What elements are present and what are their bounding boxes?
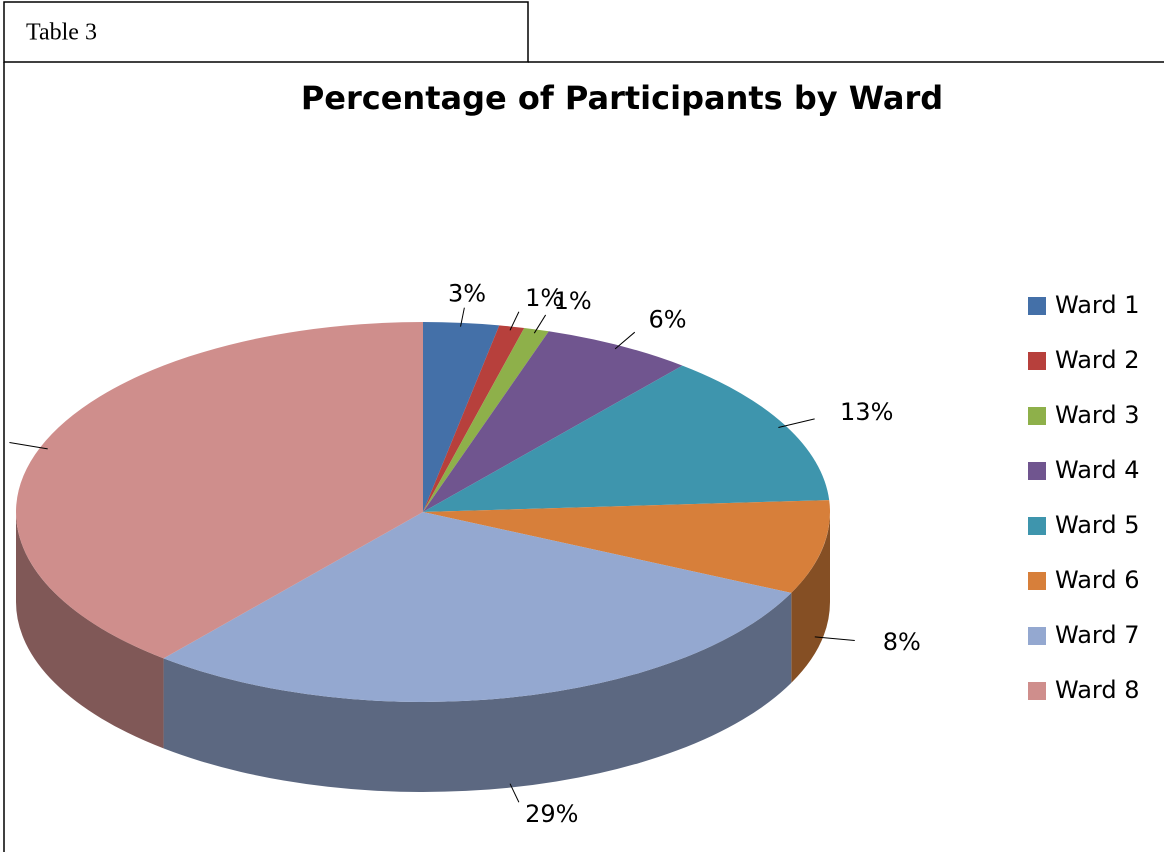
- label-box: [3, 1, 529, 63]
- legend-swatch: [1028, 297, 1046, 315]
- pie-slice: [423, 327, 549, 512]
- table-label: Table 3: [26, 20, 97, 46]
- legend-label: Ward 2: [1055, 346, 1139, 374]
- pie-slice: [423, 331, 683, 512]
- pie-slice: [15, 322, 424, 659]
- legend-label: Ward 3: [1055, 401, 1139, 429]
- legend-label: Ward 6: [1055, 566, 1139, 594]
- leader-line: [509, 783, 520, 803]
- data-label: 1%: [525, 284, 563, 312]
- data-label: 6%: [648, 306, 686, 334]
- data-label: 3%: [448, 279, 486, 307]
- pie-side: [16, 512, 164, 749]
- data-label: 8%: [883, 628, 921, 656]
- chart-title: Percentage of Participants by Ward: [301, 79, 943, 117]
- legend-swatch: [1028, 407, 1046, 425]
- pie-side: [791, 512, 830, 683]
- pie-slice: [163, 512, 792, 702]
- data-label: 13%: [840, 398, 893, 426]
- legend-label: Ward 8: [1055, 676, 1139, 704]
- pie-slice: [423, 500, 830, 593]
- legend-label: Ward 4: [1055, 456, 1139, 484]
- legend-swatch: [1028, 627, 1046, 645]
- leader-line: [814, 636, 855, 641]
- legend-label: Ward 1: [1055, 291, 1139, 319]
- leader-line: [460, 307, 465, 327]
- legend-swatch: [1028, 572, 1046, 590]
- data-label: 29%: [525, 800, 578, 828]
- pie-slice: [423, 365, 830, 512]
- legend-label: Ward 5: [1055, 511, 1139, 539]
- leader-line: [533, 314, 547, 334]
- leader-line: [9, 441, 48, 450]
- data-label: 1%: [554, 287, 592, 315]
- legend-swatch: [1028, 352, 1046, 370]
- pie-side: [163, 592, 792, 792]
- leader-line: [509, 311, 520, 331]
- legend-swatch: [1028, 517, 1046, 535]
- leader-line: [614, 331, 636, 350]
- legend-swatch: [1028, 462, 1046, 480]
- legend-label: Ward 7: [1055, 621, 1139, 649]
- pie-slice: [423, 325, 525, 512]
- pie-slice: [423, 322, 500, 512]
- legend-swatch: [1028, 682, 1046, 700]
- leader-line: [778, 418, 815, 428]
